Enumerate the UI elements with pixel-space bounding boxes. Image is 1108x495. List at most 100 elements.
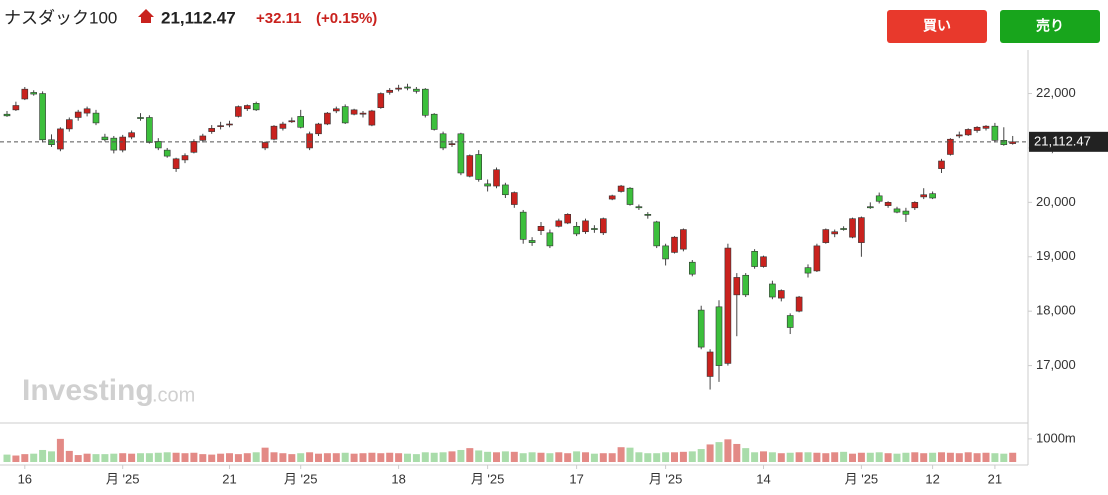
volume-bar bbox=[341, 452, 349, 462]
sell-button-bg[interactable] bbox=[1000, 10, 1100, 43]
candle-body bbox=[101, 136, 109, 141]
volume-bar bbox=[163, 452, 171, 462]
change-pct: (+0.15%) bbox=[316, 10, 377, 27]
candle-body bbox=[475, 154, 483, 180]
volume-bar bbox=[902, 452, 910, 462]
volume-bar bbox=[270, 452, 278, 462]
volume-bar bbox=[849, 453, 856, 462]
volume-bar bbox=[421, 452, 429, 462]
candle-body bbox=[662, 245, 669, 260]
sell-button[interactable]: 売り bbox=[1000, 10, 1100, 43]
candle-body bbox=[555, 220, 563, 227]
candle-body bbox=[324, 112, 331, 125]
price-label: 21,112.47 bbox=[1034, 133, 1091, 148]
candle-body bbox=[332, 108, 340, 112]
volume-bar bbox=[1009, 452, 1017, 462]
buy-button-bg[interactable] bbox=[887, 10, 987, 43]
change: +32.11 bbox=[256, 10, 301, 27]
volume-bar bbox=[920, 453, 928, 462]
volume-bar bbox=[831, 452, 839, 462]
x-tick-label: 月 '25 bbox=[845, 471, 879, 486]
candle-body bbox=[902, 210, 910, 215]
candle-body bbox=[608, 195, 616, 200]
candle-body bbox=[537, 225, 545, 231]
volume-bar bbox=[74, 455, 82, 462]
candle-body bbox=[359, 112, 367, 115]
candle-body bbox=[849, 218, 856, 238]
candle-body bbox=[12, 105, 20, 111]
y-tick-label: 17,000 bbox=[1036, 357, 1076, 372]
candle-body bbox=[929, 193, 936, 199]
volume-bar bbox=[733, 443, 741, 462]
volume-bar bbox=[946, 452, 954, 462]
candle-body bbox=[341, 106, 349, 124]
candle-body bbox=[315, 123, 322, 135]
buy-button[interactable]: 買い bbox=[887, 10, 987, 43]
candle-body bbox=[502, 184, 509, 196]
volume-bar bbox=[484, 451, 492, 462]
candle-body bbox=[697, 309, 705, 348]
volume-bar bbox=[688, 451, 696, 462]
volume-bar bbox=[493, 452, 500, 462]
y-tick-label: 20,000 bbox=[1036, 194, 1076, 209]
volume-bar bbox=[217, 453, 225, 462]
volume-bar bbox=[83, 453, 91, 462]
volume-bar bbox=[350, 453, 358, 462]
volume-bar bbox=[137, 453, 144, 462]
volume-bar bbox=[573, 451, 581, 462]
candle-body bbox=[546, 232, 554, 247]
candle-body bbox=[840, 228, 847, 230]
x-tick-label: 月 '25 bbox=[106, 471, 140, 486]
candle-body bbox=[866, 206, 874, 209]
volume-bar bbox=[65, 450, 73, 462]
volume-bar bbox=[101, 454, 109, 462]
candle-body bbox=[466, 155, 474, 177]
volume-bar bbox=[439, 452, 447, 462]
y-tick-label: 18,000 bbox=[1036, 303, 1076, 318]
candle-body bbox=[804, 267, 812, 274]
candle-body bbox=[911, 202, 919, 209]
candle-body bbox=[715, 306, 723, 366]
candle-body bbox=[1000, 140, 1008, 145]
price-label-bg bbox=[1029, 131, 1108, 152]
candle-body bbox=[297, 116, 305, 128]
price: 21,112.47 bbox=[161, 8, 236, 27]
volume-bar bbox=[128, 453, 136, 462]
volume-bar bbox=[546, 453, 554, 462]
candle-body bbox=[493, 169, 500, 187]
y-tick-label: 19,000 bbox=[1036, 248, 1076, 263]
volume-bar bbox=[804, 452, 812, 462]
volume-bar bbox=[751, 452, 759, 462]
instrument-title: ナスダック100 bbox=[4, 8, 117, 27]
volume-bar bbox=[457, 449, 465, 462]
candle-body bbox=[519, 211, 527, 240]
candle-body bbox=[724, 247, 732, 364]
volume-bar bbox=[866, 452, 874, 462]
candle-body bbox=[795, 296, 803, 312]
candle-body bbox=[680, 229, 687, 250]
sell-label[interactable]: 売り bbox=[1036, 18, 1064, 34]
volume-bar bbox=[119, 453, 127, 462]
candle-body bbox=[884, 202, 892, 206]
candle-body bbox=[279, 123, 287, 129]
volume-bar bbox=[368, 452, 376, 462]
volume-bar bbox=[519, 453, 527, 462]
volume-bar bbox=[332, 453, 340, 462]
candle-body bbox=[244, 105, 251, 110]
candle-body bbox=[74, 111, 82, 118]
volume-bar bbox=[208, 454, 216, 462]
candle-body bbox=[582, 220, 589, 233]
candle-body bbox=[671, 236, 678, 253]
volume-bar bbox=[697, 449, 705, 462]
candle-body bbox=[235, 106, 242, 117]
volume-bar bbox=[795, 452, 803, 462]
volume-bar bbox=[582, 452, 589, 462]
candle-body bbox=[973, 126, 981, 131]
volume-bar bbox=[671, 452, 678, 462]
watermark-brand: Investing bbox=[22, 374, 154, 407]
buy-label[interactable]: 買い bbox=[923, 18, 951, 34]
x-tick-label: 月 '25 bbox=[649, 471, 683, 486]
volume-bar bbox=[12, 455, 20, 462]
candle-body bbox=[964, 129, 972, 136]
x-tick-label: 14 bbox=[756, 471, 770, 486]
